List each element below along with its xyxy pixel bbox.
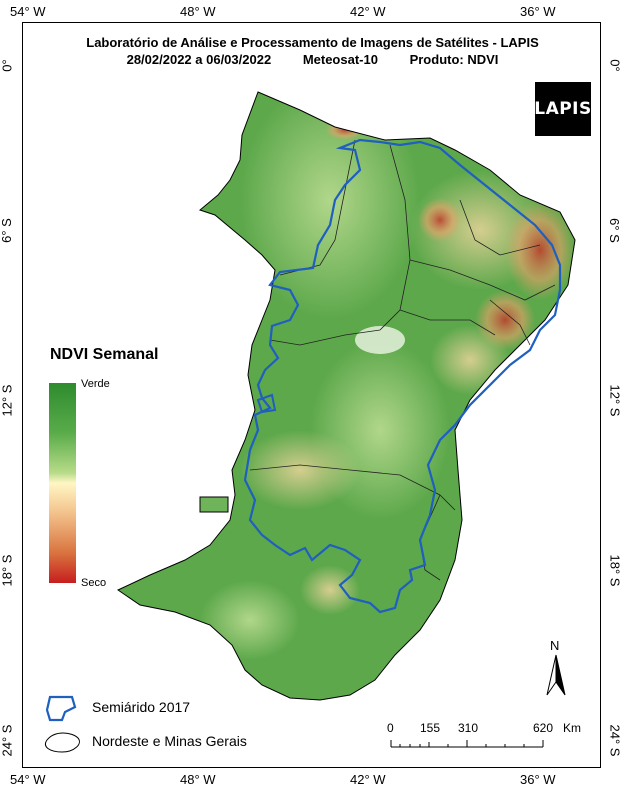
state-borders — [249, 139, 556, 581]
scale-unit: Km — [563, 721, 581, 735]
title-line2: 28/02/2022 a 06/03/2022 Meteosat-10 Prod… — [30, 51, 595, 68]
lon-label-top-54w: 54° W — [10, 4, 46, 19]
title-line1: Laboratório de Análise e Processamento d… — [86, 35, 539, 50]
lon-label-bottom-48w: 48° W — [180, 772, 216, 787]
lon-label-top-48w: 48° W — [180, 4, 216, 19]
ramp-low-label: Seco — [81, 577, 107, 589]
scale-tick-0: 0 — [387, 721, 394, 735]
legend-semiarid-label: Semiárido 2017 — [92, 699, 191, 715]
ndvi-raster — [118, 92, 575, 700]
legend-region-label: Nordeste e Minas Gerais — [92, 733, 247, 749]
title-satellite: Meteosat-10 — [302, 52, 378, 67]
region-outline — [116, 91, 576, 701]
scale-tick-620: 620 — [533, 721, 554, 735]
lon-label-top-36w: 36° W — [520, 4, 556, 19]
north-arrow-icon — [546, 654, 566, 696]
lon-label-bottom-54w: 54° W — [10, 772, 46, 787]
region-legend-icon — [45, 732, 80, 753]
ndvi-color-ramp — [49, 383, 76, 583]
scale-tick-310: 310 — [458, 721, 479, 735]
title-period: 28/02/2022 a 06/03/2022 — [126, 52, 272, 67]
legend-title: NDVI Semanal — [50, 346, 159, 363]
semiarid-mg-lobe — [256, 393, 277, 414]
semiarid-outline — [243, 138, 562, 614]
ramp-high-label: Verde — [81, 378, 110, 390]
lapis-logo: LAPIS — [534, 82, 591, 136]
map-frame — [22, 22, 601, 768]
island-outline — [199, 496, 229, 513]
scale-tick-155: 155 — [420, 721, 441, 735]
title-product: Produto: NDVI — [409, 52, 499, 67]
lon-label-top-42w: 42° W — [350, 4, 386, 19]
north-label: N — [550, 638, 560, 653]
lon-label-bottom-36w: 36° W — [520, 772, 556, 787]
lon-label-bottom-42w: 42° W — [350, 772, 386, 787]
map-title: Laboratório de Análise e Processamento d… — [30, 34, 595, 68]
semiarid-legend-icon — [45, 695, 77, 722]
scale-bar — [390, 740, 544, 748]
